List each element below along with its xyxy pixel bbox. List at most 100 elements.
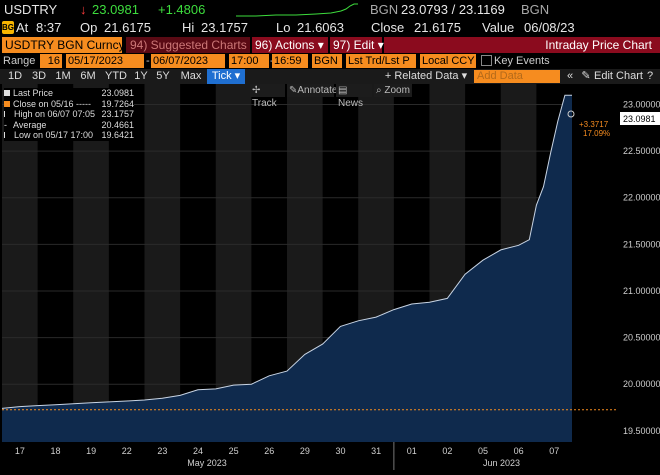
day-band <box>144 84 181 442</box>
x-tick-label: 19 <box>86 446 96 456</box>
period-max[interactable]: Max <box>180 70 202 82</box>
quote-time: 8:37 <box>36 20 62 35</box>
day-band <box>2 84 38 442</box>
period-6m[interactable]: 6M <box>80 70 96 82</box>
legend-average: - Average 20.4661 <box>4 119 134 130</box>
change-pct-label: 17.09% <box>583 129 610 138</box>
y-axis-labels: 19.50000 20.00000 20.50000 21.00000 21.50000… <box>623 100 660 436</box>
chart-legend: Last Price 23.0981 Close on 05/16 ----- 19… <box>4 88 134 141</box>
date-dash: - <box>146 55 150 67</box>
day-band <box>73 84 109 442</box>
function-toolbar: USDTRY BGN Curncy 94) Suggested Charts 9… <box>0 37 660 53</box>
ticker-label: USDTRY <box>4 2 58 17</box>
y-tick-label: 21.50000 <box>623 239 660 249</box>
news-tool[interactable]: ▤ News <box>336 84 372 109</box>
last-price-tag-bg <box>620 112 660 125</box>
x-tick-label: 17 <box>15 446 25 456</box>
period-5y[interactable]: 5Y <box>156 70 170 82</box>
x-tick-label: 18 <box>50 446 60 456</box>
suggested-charts-button[interactable]: 94) Suggested Charts <box>126 37 250 53</box>
start-date-field[interactable]: 05/17/2023 <box>66 54 144 68</box>
price-area <box>2 95 572 442</box>
page-title: Intraday Price Chart <box>384 37 660 53</box>
low-value: 21.6063 <box>297 20 344 35</box>
y-tick-label: 20.50000 <box>623 333 660 343</box>
source-field[interactable]: BGN <box>312 54 342 68</box>
period-ytd[interactable]: YTD <box>105 70 127 82</box>
high-value: 23.1757 <box>201 20 248 35</box>
key-events-checkbox[interactable] <box>481 55 492 66</box>
range-label: Range <box>3 55 36 67</box>
value-label: Value <box>482 20 515 35</box>
x-tick-label: 30 <box>335 446 345 456</box>
legend-low: Low on 05/17 17:00 19.6421 <box>4 130 134 141</box>
end-time-field[interactable]: 16:59 <box>272 54 308 68</box>
x-tick-label: 06 <box>514 446 524 456</box>
bid-ask-source-2: BGN <box>521 2 550 17</box>
x-tick-label: 02 <box>442 446 452 456</box>
y-tick-label: 21.00000 <box>623 286 660 296</box>
last-price: 23.0981 <box>92 2 139 17</box>
day-band <box>215 84 252 442</box>
y-tick-label: 22.00000 <box>623 193 660 203</box>
legend-last-price: Last Price 23.0981 <box>4 88 134 99</box>
zoom-tool[interactable]: ⌕ Zoom <box>374 84 412 97</box>
sparkline-icon <box>236 3 358 17</box>
bgn-source-icon[interactable]: BGN <box>2 21 20 34</box>
period-3d[interactable]: 3D <box>31 70 47 82</box>
chart-canvas[interactable]: 19.50000 20.00000 20.50000 21.00000 21.50000… <box>0 84 660 472</box>
period-1m[interactable]: 1M <box>55 70 71 82</box>
range-bar: Range 16 05/17/2023 - 06/07/2023 17:00 -… <box>0 54 660 69</box>
x-tick-label: 31 <box>371 446 381 456</box>
price-chart[interactable]: 19.50000 20.00000 20.50000 21.00000 21.50000… <box>0 84 660 472</box>
x-tick-label: 29 <box>300 446 310 456</box>
security-field[interactable]: USDTRY BGN Curncy <box>2 37 125 53</box>
currency-dropdown[interactable]: Local CCY <box>420 54 476 68</box>
range-days-field[interactable]: 16 <box>40 54 62 68</box>
x-tick-label: 07 <box>549 446 559 456</box>
collapse-icon[interactable]: « <box>566 70 574 82</box>
period-1d[interactable]: 1D <box>7 70 23 82</box>
y-tick-label: 20.00000 <box>623 379 660 389</box>
edit-menu[interactable]: 97) Edit ▾ <box>330 37 384 53</box>
price-mode-dropdown[interactable]: Lst Trd/Lst P <box>346 54 416 68</box>
value-date: 06/08/23 <box>524 20 575 35</box>
period-bar: 1D 3D 1M 6M YTD 1Y 5Y Max Tick ▾ + Relat… <box>0 69 660 84</box>
start-time-field[interactable]: 17:00 <box>229 54 269 68</box>
add-data-input[interactable]: Add Data <box>474 70 560 83</box>
actions-menu[interactable]: 96) Actions ▾ <box>252 37 328 53</box>
open-value: 21.6175 <box>104 20 151 35</box>
tick-dropdown[interactable]: Tick ▾ <box>207 69 245 84</box>
related-data-menu[interactable]: + Related Data ▾ <box>384 70 468 82</box>
y-tick-label: 22.50000 <box>623 146 660 156</box>
close-label: Close <box>371 20 405 35</box>
x-tick-label: 25 <box>229 446 239 456</box>
track-tool[interactable]: ✢ Track <box>250 84 285 109</box>
open-label: Op <box>80 20 98 35</box>
down-arrow-icon: ↓ <box>80 2 87 17</box>
month-label: May 2023 <box>187 458 227 468</box>
edit-chart-button[interactable]: Edit Chart <box>594 70 643 82</box>
legend-close: Close on 05/16 ----- 19.7264 <box>4 99 134 110</box>
at-label: At <box>16 20 29 35</box>
quote-header: USDTRY ↓ 23.0981 +1.4806 BGN 23.0793 / 2… <box>0 0 660 19</box>
last-price-tag: 23.0981 <box>623 114 656 124</box>
bid-ask: 23.0793 / 23.1169 <box>401 2 505 17</box>
y-tick-label: 23.00000 <box>623 100 660 110</box>
net-change: +1.4806 <box>158 2 206 17</box>
x-tick-label: 23 <box>157 446 167 456</box>
help-icon[interactable]: ? <box>646 70 654 82</box>
time-dash: - <box>270 54 274 69</box>
price-line <box>1 94 572 409</box>
wrench-icon[interactable]: ✎ <box>581 70 591 82</box>
annotate-tool[interactable]: ✎Annotate <box>287 84 338 97</box>
low-label: Lo <box>276 20 291 35</box>
x-tick-label: 05 <box>478 446 488 456</box>
month-label: Jun 2023 <box>483 458 520 468</box>
x-tick-label: 24 <box>193 446 203 456</box>
period-1y[interactable]: 1Y <box>134 70 148 82</box>
bid-ask-source: BGN <box>370 2 399 17</box>
change-abs-label: +3.3717 <box>579 120 609 129</box>
x-tick-label: 22 <box>122 446 132 456</box>
end-date-field[interactable]: 06/07/2023 <box>151 54 225 68</box>
